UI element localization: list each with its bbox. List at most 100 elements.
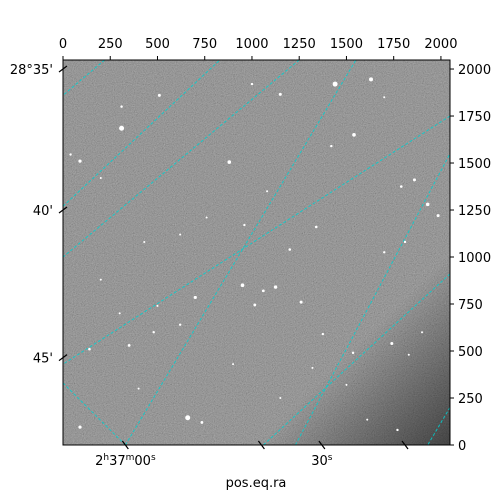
star-47 — [383, 96, 386, 99]
pixel-y-tick-label-8: 2000 — [458, 63, 491, 78]
dec-axis: 28°35' 40' 45' — [10, 63, 68, 367]
star-36 — [200, 421, 204, 424]
star-51 — [137, 387, 140, 390]
star-33 — [390, 341, 394, 345]
pixel-y-tick-label-7: 1750 — [458, 110, 491, 125]
star-24 — [299, 300, 303, 304]
star-3 — [278, 92, 282, 96]
star-22 — [273, 285, 278, 289]
star-49 — [407, 353, 410, 356]
pixel-y-tick-label-0: 0 — [458, 439, 466, 454]
star-7 — [227, 160, 232, 164]
star-1 — [369, 77, 374, 82]
star-34 — [403, 240, 407, 244]
pixel-y-tick-label-5: 1250 — [458, 204, 491, 219]
dec-tick-0 — [58, 65, 68, 73]
star-13 — [399, 185, 403, 188]
star-29 — [127, 343, 131, 347]
star-44 — [179, 233, 182, 236]
star-15 — [436, 214, 440, 218]
star-12 — [412, 178, 416, 182]
dec-tick-2 — [58, 354, 68, 362]
pixel-x-tick-label-1: 250 — [98, 37, 123, 52]
sky-image — [63, 60, 450, 445]
star-40 — [266, 190, 269, 193]
grid-line-1 — [63, 60, 300, 258]
ra-tick-1 — [257, 440, 265, 450]
pixel-x-tick-label-6: 1500 — [330, 37, 363, 52]
star-10 — [69, 153, 72, 156]
pixel-x-tick-label-4: 1000 — [235, 37, 268, 52]
star-21 — [261, 289, 265, 293]
star-35 — [185, 415, 191, 421]
star-8 — [352, 133, 356, 137]
ra-tick-2 — [318, 440, 326, 450]
dec-tick-label-2: 45' — [33, 352, 53, 367]
star-20 — [240, 283, 245, 288]
pixel-x-tick-label-7: 1750 — [377, 37, 410, 52]
pixel-y-tick-label-6: 1500 — [458, 157, 491, 172]
star-46 — [205, 216, 208, 219]
star-5 — [120, 105, 123, 108]
ra-tick-label-1: 30s — [311, 453, 333, 469]
star-45 — [99, 177, 102, 180]
dec-tick-1 — [58, 206, 68, 214]
pixel-y-tick-label-3: 750 — [458, 298, 483, 313]
grid-line-5 — [63, 60, 221, 207]
star-53 — [99, 278, 102, 281]
star-30 — [88, 347, 91, 351]
star-2 — [157, 93, 161, 97]
pixel-x-tick-label-5: 1250 — [283, 37, 316, 52]
star-14 — [425, 202, 430, 207]
grid-line-3 — [262, 273, 450, 445]
star-17 — [314, 225, 318, 229]
star-0 — [332, 81, 338, 87]
star-16 — [243, 223, 246, 227]
dec-tick-label-0: 28°35' — [10, 63, 53, 78]
pixel-y-tick-label-2: 500 — [458, 345, 483, 360]
grid-line-0 — [63, 60, 105, 96]
star-37 — [78, 425, 82, 429]
star-28 — [152, 331, 155, 334]
star-48 — [421, 331, 424, 334]
plot-frame — [62, 59, 451, 446]
pixel-x-tick-label-3: 750 — [192, 37, 217, 52]
star-38 — [396, 428, 399, 432]
pixel-x-tick-label-8: 2000 — [424, 37, 457, 52]
x-axis-label: pos.eq.ra — [226, 476, 287, 491]
star-18 — [288, 248, 292, 251]
star-23 — [253, 303, 257, 307]
star-27 — [178, 323, 182, 326]
pixel-x-axis: 0 250 500 750 1000 1250 1500 1750 2000 — [59, 37, 457, 60]
ra-tick-0 — [121, 440, 129, 450]
star-26 — [156, 304, 159, 307]
star-32 — [351, 351, 355, 355]
ra-tick-label-0: 2h37m00s — [95, 453, 156, 469]
ra-axis: 2h37m00s 30s — [95, 440, 409, 469]
star-25 — [193, 295, 197, 300]
pixel-y-tick-label-4: 1000 — [458, 251, 491, 266]
pixel-x-tick-label-2: 500 — [145, 37, 170, 52]
dec-tick-label-1: 40' — [33, 204, 53, 219]
stars-layer — [69, 77, 440, 432]
pixel-x-tick-label-0: 0 — [59, 37, 67, 52]
pixel-y-tick-label-1: 250 — [458, 392, 483, 407]
wcs-grid — [63, 60, 450, 445]
star-42 — [345, 383, 348, 386]
star-41 — [143, 240, 146, 243]
star-19 — [383, 251, 386, 254]
grid-line-2 — [63, 115, 450, 365]
star-31 — [321, 332, 325, 336]
star-6 — [119, 125, 125, 131]
star-43 — [311, 366, 314, 369]
ra-tick-3 — [401, 440, 409, 450]
star-4 — [250, 82, 254, 86]
star-50 — [232, 363, 235, 366]
star-54 — [118, 312, 121, 315]
pixel-y-axis: 0 250 500 750 1000 1250 1500 1750 2000 — [450, 63, 491, 454]
grid-line-4 — [427, 407, 450, 445]
star-52 — [279, 397, 282, 400]
star-39 — [366, 418, 369, 421]
star-11 — [330, 144, 333, 148]
